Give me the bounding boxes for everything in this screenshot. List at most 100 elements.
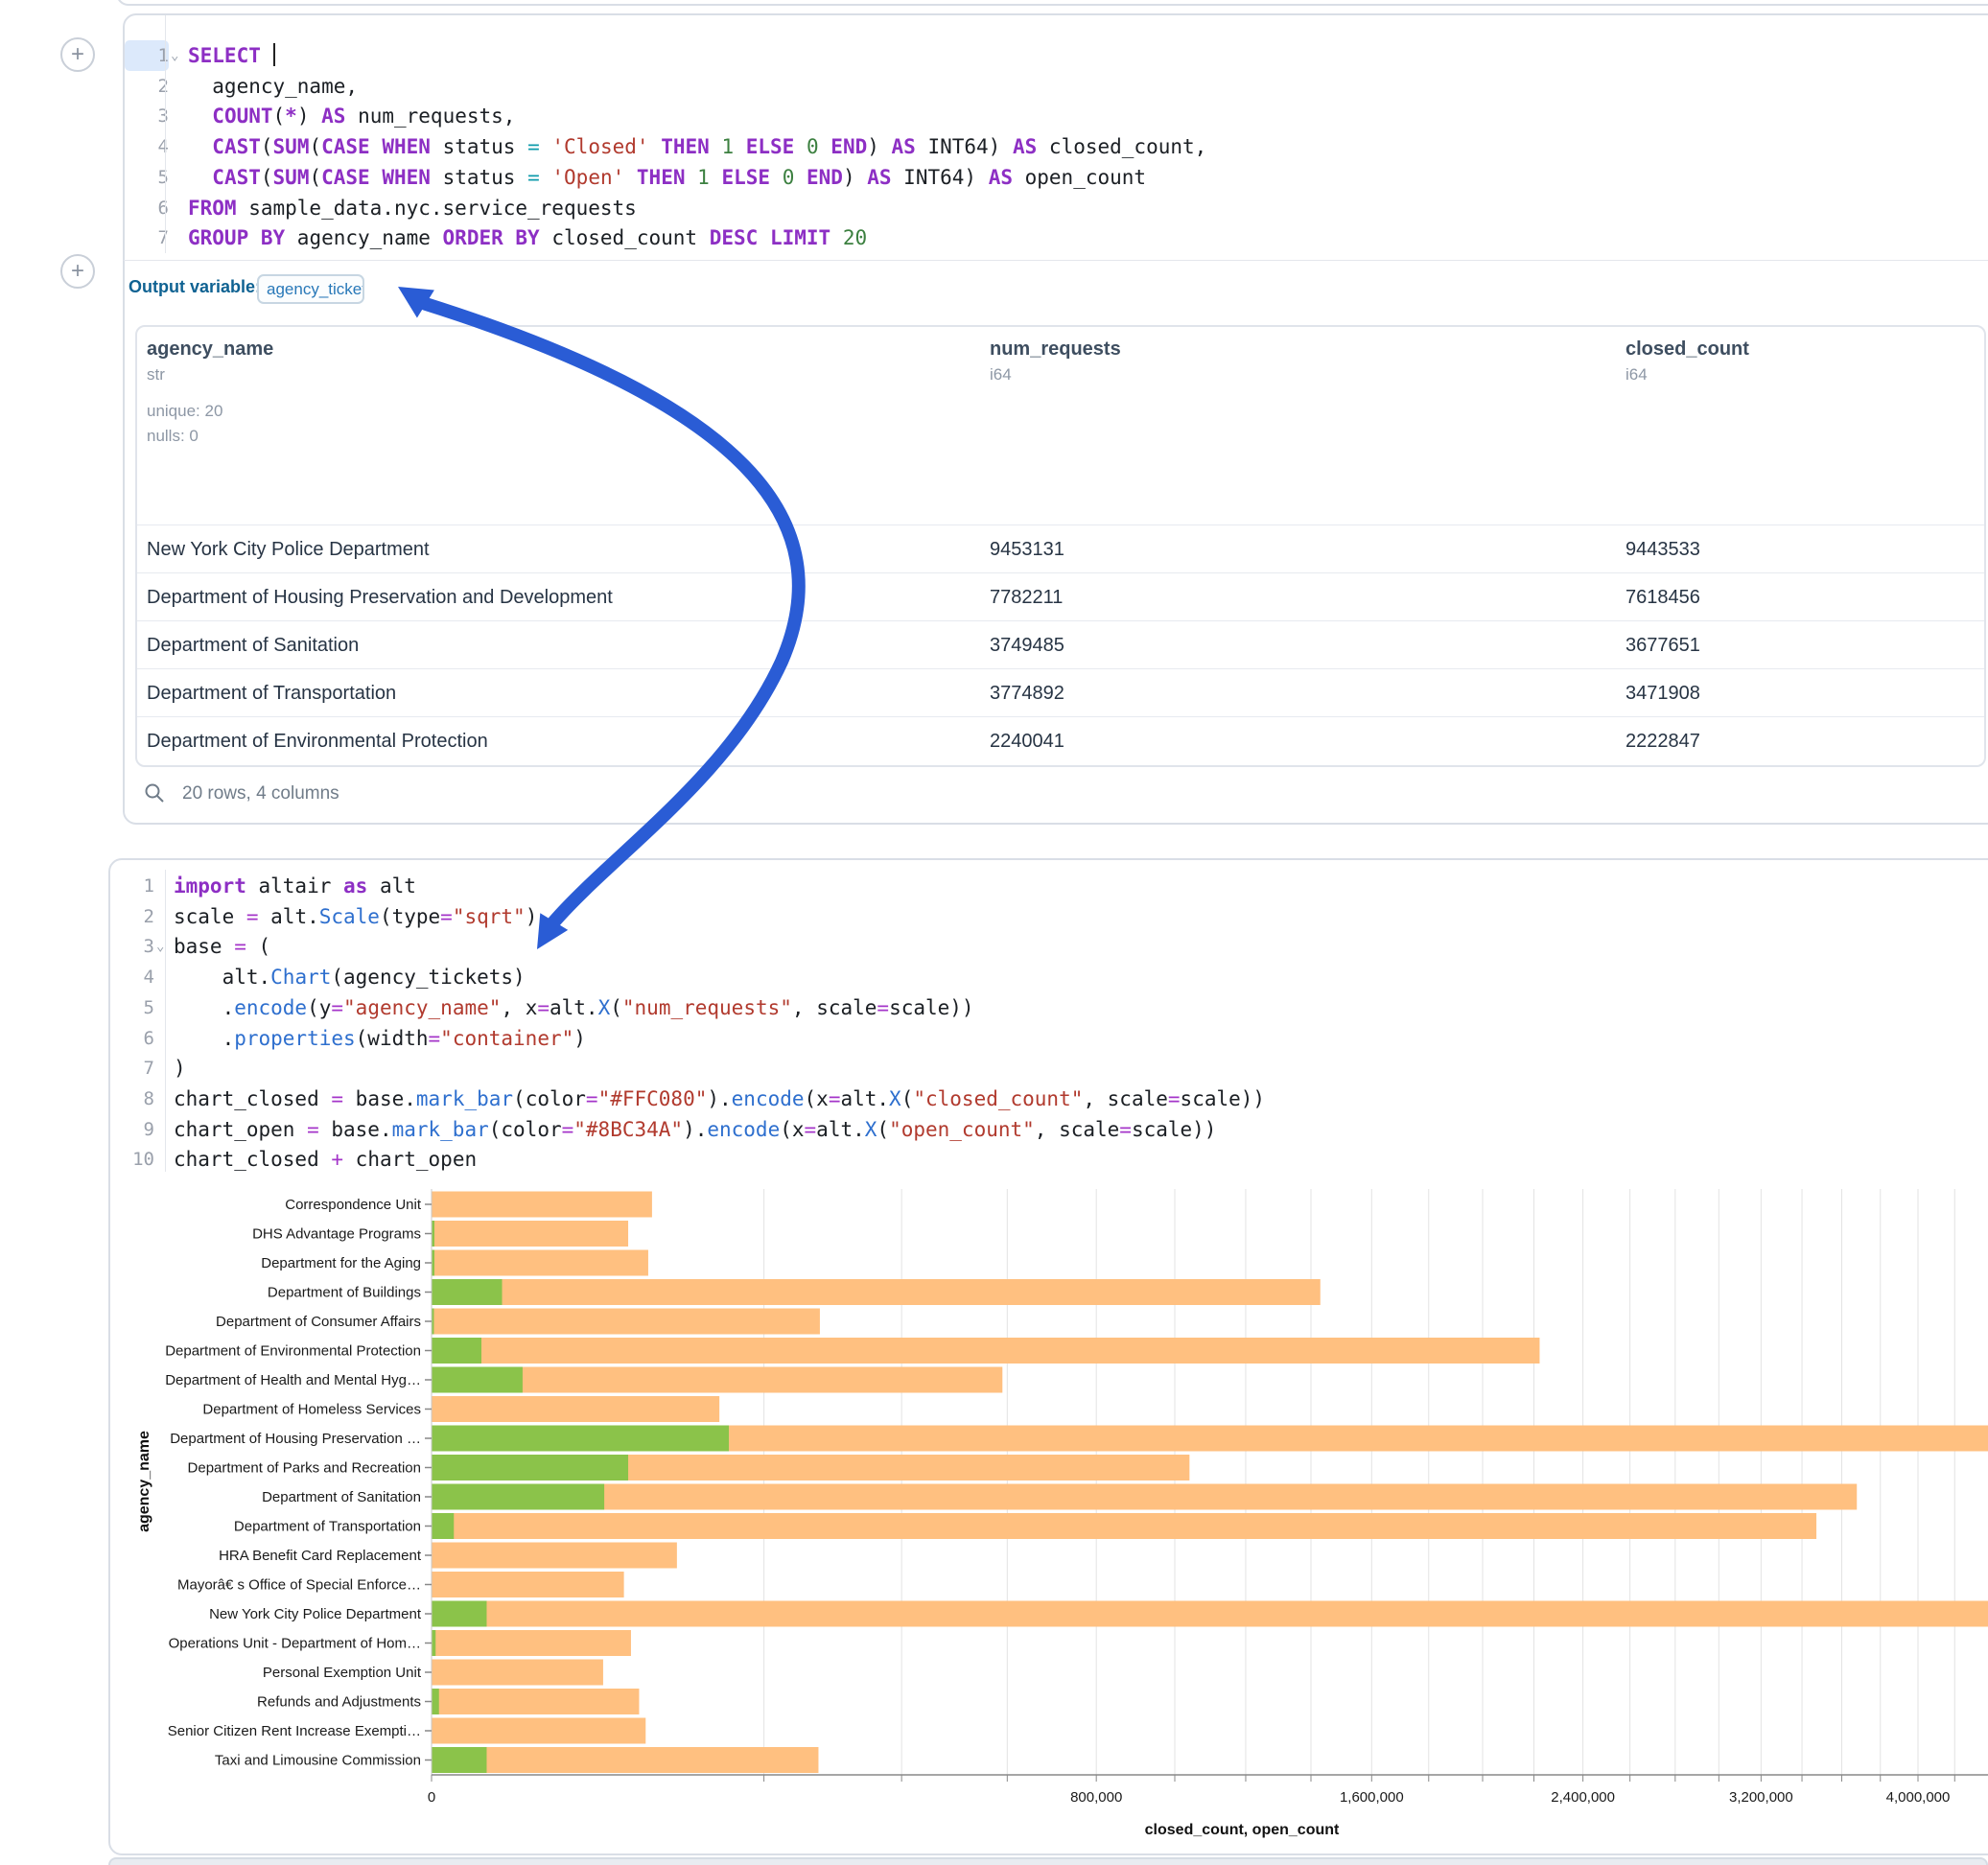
table-cell: Department of Sanitation — [147, 635, 360, 656]
bar-closed_count[interactable] — [432, 1542, 677, 1569]
bar-closed_count[interactable] — [432, 1279, 1321, 1305]
code-line[interactable]: 9 chart_open = base.mark_bar(color="#8BC3… — [110, 1114, 1988, 1145]
table-cell: 3471908 — [1625, 683, 1700, 704]
table-cell: 3774892 — [990, 683, 1064, 704]
table-cell: 3677651 — [1625, 635, 1700, 656]
table-row[interactable]: New York City Police Department 9453131 94… — [137, 525, 1984, 572]
code-line[interactable]: 2 scale = alt.Scale(type="sqrt") — [110, 901, 1988, 932]
code-line[interactable]: 1 import altair as alt — [110, 871, 1988, 901]
table-cell: 9443533 — [1625, 539, 1700, 560]
y-axis-label: Department of Sanitation — [262, 1489, 421, 1505]
x-axis-tick-label: 800,000 — [1070, 1789, 1122, 1806]
output-variable-chip[interactable]: agency_tickets — [257, 274, 364, 304]
bar-open_count[interactable] — [432, 1483, 605, 1510]
code-line[interactable]: 2 agency_name, — [125, 71, 1988, 102]
bar-closed_count[interactable] — [432, 1366, 1003, 1393]
code-text: GROUP BY agency_name ORDER BY closed_cou… — [188, 226, 868, 250]
bar-closed_count[interactable] — [432, 1659, 603, 1686]
code-line[interactable]: 3 COUNT(*) AS num_requests, — [125, 101, 1988, 131]
bar-closed_count[interactable] — [432, 1689, 640, 1714]
bar-closed_count[interactable] — [432, 1630, 631, 1656]
table-cell: 2222847 — [1625, 731, 1700, 752]
code-text: FROM sample_data.nyc.service_requests — [188, 196, 637, 220]
code-line[interactable]: 10 chart_closed + chart_open — [110, 1144, 1988, 1175]
bar-closed_count[interactable] — [432, 1572, 624, 1597]
code-line[interactable]: 5 CAST(SUM(CASE WHEN status = 'Open' THE… — [125, 162, 1988, 193]
y-axis-title: agency_name — [136, 1431, 152, 1532]
table-cell: 7782211 — [990, 587, 1064, 608]
line-number: 5 — [143, 996, 154, 1018]
bar-closed_count[interactable] — [432, 1308, 820, 1335]
bar-closed_count[interactable] — [432, 1717, 646, 1744]
bar-open_count[interactable] — [432, 1338, 481, 1364]
column-header[interactable]: num_requests — [990, 338, 1121, 360]
line-number: 1 — [125, 40, 169, 71]
table-row[interactable]: Department of Sanitation 3749485 3677651 — [137, 620, 1984, 668]
bar-closed_count[interactable] — [432, 1600, 1988, 1627]
bar-open_count[interactable] — [432, 1221, 435, 1247]
bar-open_count[interactable] — [432, 1366, 523, 1393]
table-row[interactable]: Department of Housing Preservation and D… — [137, 572, 1984, 620]
x-axis-tick-label: 4,000,000 — [1886, 1789, 1951, 1806]
bar-closed_count[interactable] — [432, 1249, 648, 1276]
code-line[interactable]: 7 GROUP BY agency_name ORDER BY closed_co… — [125, 222, 1988, 253]
bar-closed_count[interactable] — [432, 1221, 629, 1247]
y-axis-label: Department of Environmental Protection — [165, 1343, 421, 1360]
code-text: chart_closed + chart_open — [174, 1148, 478, 1172]
next-cell-edge — [108, 1857, 1988, 1865]
bar-closed_count[interactable] — [432, 1483, 1858, 1510]
column-type: i64 — [1625, 365, 1648, 384]
x-axis-title: closed_count, open_count — [1145, 1822, 1340, 1838]
bar-closed_count[interactable] — [432, 1338, 1540, 1364]
code-line[interactable]: 6 .properties(width="container") — [110, 1023, 1988, 1054]
code-line[interactable]: 6 FROM sample_data.nyc.service_requests — [125, 193, 1988, 223]
bar-open_count[interactable] — [432, 1747, 487, 1773]
fold-chevron-icon[interactable]: ⌄ — [171, 48, 179, 63]
code-line[interactable]: 3 ⌄ base = ( — [110, 931, 1988, 962]
bar-open_count[interactable] — [432, 1455, 629, 1480]
code-line[interactable]: 4 CAST(SUM(CASE WHEN status = 'Closed' T… — [125, 131, 1988, 162]
code-line[interactable]: 4 alt.Chart(agency_tickets) — [110, 962, 1988, 992]
bar-closed_count[interactable] — [432, 1513, 1817, 1539]
x-axis-tick-label: 1,600,000 — [1340, 1789, 1404, 1806]
code-line[interactable]: 5 .encode(y="agency_name", x=alt.X("num_… — [110, 992, 1988, 1023]
bar-closed_count[interactable] — [432, 1396, 720, 1422]
y-axis-label: Department of Parks and Recreation — [188, 1460, 421, 1477]
table-row[interactable]: Department of Transportation 3774892 34719… — [137, 668, 1984, 716]
text-cursor — [272, 43, 275, 66]
bar-open_count[interactable] — [432, 1600, 487, 1627]
bar-open_count[interactable] — [432, 1249, 435, 1276]
table-cell: 3749485 — [990, 635, 1064, 656]
code-line[interactable]: 8 chart_closed = base.mark_bar(color="#FF… — [110, 1084, 1988, 1114]
sql-output-divider — [124, 260, 1988, 261]
table-row[interactable]: Department of Environmental Protection 22… — [137, 716, 1984, 764]
code-text: COUNT(*) AS num_requests, — [212, 105, 516, 128]
code-line[interactable]: 1 ⌄ SELECT — [125, 40, 1988, 71]
add-cell-button-top[interactable]: + — [60, 37, 95, 72]
fold-chevron-icon[interactable]: ⌄ — [156, 939, 165, 955]
y-axis-label: Operations Unit - Department of Hom… — [169, 1636, 421, 1652]
bar-open_count[interactable] — [432, 1513, 455, 1539]
column-header[interactable]: closed_count — [1625, 338, 1749, 360]
bar-open_count[interactable] — [432, 1308, 434, 1335]
bar-open_count[interactable] — [432, 1425, 729, 1452]
code-text: alt.Chart(agency_tickets) — [174, 966, 526, 990]
column-stats: unique: 20 — [147, 402, 223, 420]
y-axis-label: Department of Health and Mental Hyg… — [165, 1372, 421, 1388]
line-number: 1 — [143, 875, 154, 897]
table-cell: Department of Transportation — [147, 683, 397, 704]
table-cell: Department of Environmental Protection — [147, 731, 488, 752]
add-cell-button-middle[interactable]: + — [60, 254, 95, 289]
bar-open_count[interactable] — [432, 1689, 439, 1714]
column-header[interactable]: agency_name — [147, 338, 274, 360]
code-line[interactable]: 7) — [110, 1053, 1988, 1084]
bar-closed_count[interactable] — [432, 1191, 652, 1218]
x-axis-tick-label: 0 — [428, 1789, 435, 1806]
bar-open_count[interactable] — [432, 1630, 436, 1656]
y-axis-label: Personal Exemption Unit — [263, 1665, 422, 1681]
bar-open_count[interactable] — [432, 1279, 503, 1305]
y-axis-label: Mayorâ€ s Office of Special Enforce… — [177, 1577, 421, 1594]
result-table[interactable]: agency_name str unique: 20 nulls: 0 num_requ… — [135, 325, 1986, 767]
code-text: .encode(y="agency_name", x=alt.X("num_re… — [174, 995, 974, 1019]
bar-closed_count[interactable] — [432, 1747, 819, 1773]
